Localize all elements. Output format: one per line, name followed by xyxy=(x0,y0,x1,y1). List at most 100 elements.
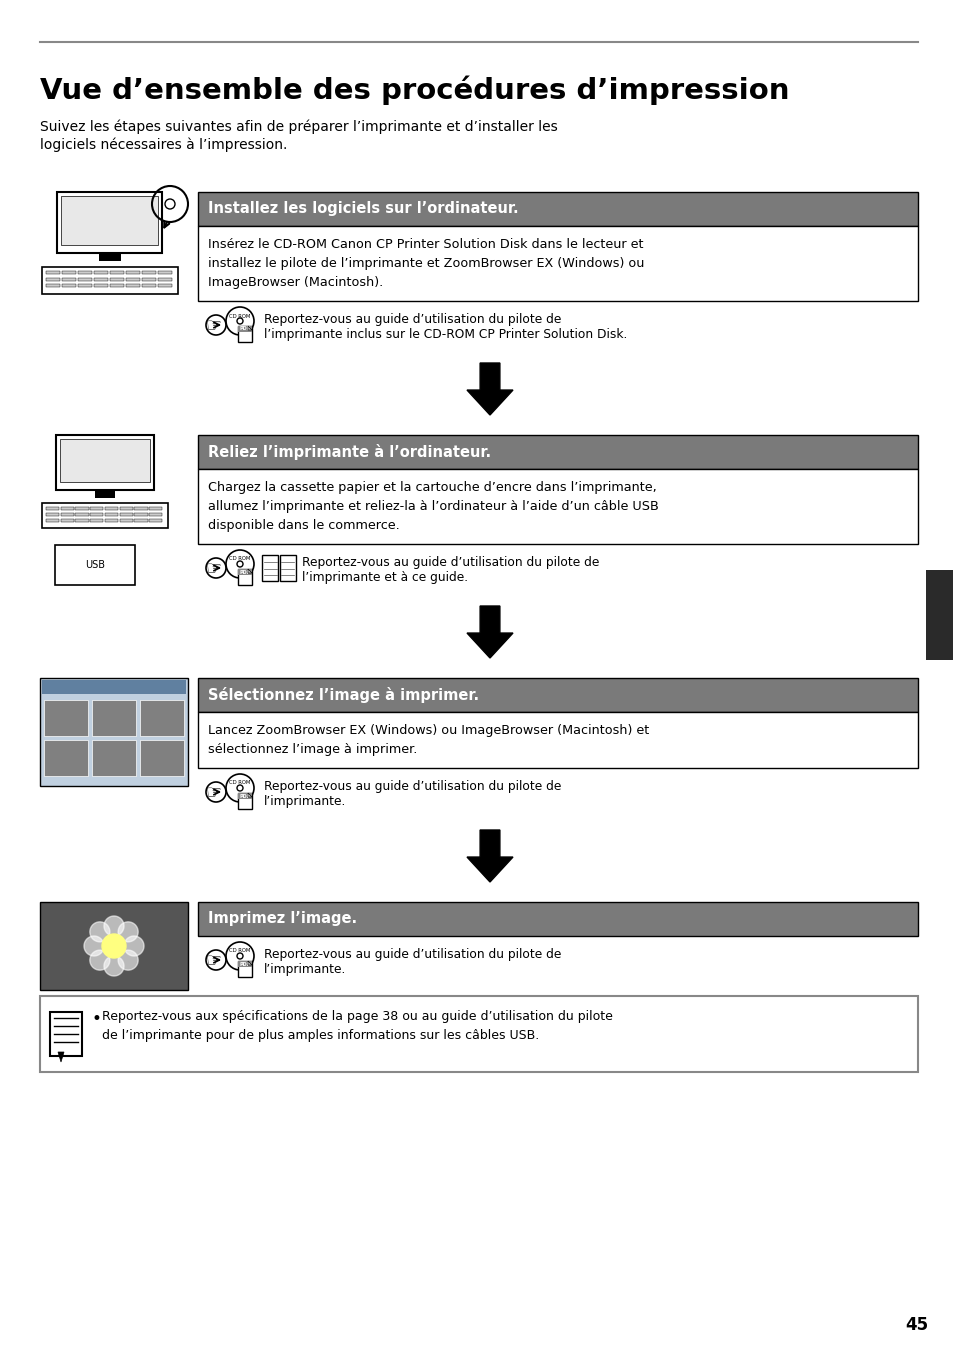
Text: CD ROM: CD ROM xyxy=(229,780,251,786)
Circle shape xyxy=(90,922,110,942)
FancyBboxPatch shape xyxy=(40,902,188,990)
FancyBboxPatch shape xyxy=(78,270,92,274)
Text: l’imprimante et à ce guide.: l’imprimante et à ce guide. xyxy=(302,571,468,584)
Text: PDF: PDF xyxy=(239,794,251,799)
Text: installez le pilote de l’imprimante et ZoomBrowser EX (Windows) ou: installez le pilote de l’imprimante et Z… xyxy=(208,257,643,270)
FancyBboxPatch shape xyxy=(91,700,136,735)
Text: PDF: PDF xyxy=(239,569,251,575)
FancyBboxPatch shape xyxy=(158,270,172,274)
Circle shape xyxy=(118,922,138,942)
FancyBboxPatch shape xyxy=(56,435,153,489)
Text: Reportez-vous au guide d’utilisation du pilote de: Reportez-vous au guide d’utilisation du … xyxy=(264,780,560,794)
FancyBboxPatch shape xyxy=(40,677,188,786)
FancyBboxPatch shape xyxy=(75,512,89,516)
Text: ☞: ☞ xyxy=(206,316,222,334)
FancyBboxPatch shape xyxy=(46,519,59,522)
FancyBboxPatch shape xyxy=(62,277,76,280)
FancyBboxPatch shape xyxy=(126,277,140,280)
Text: l’imprimante.: l’imprimante. xyxy=(264,963,346,976)
FancyBboxPatch shape xyxy=(46,284,60,287)
FancyBboxPatch shape xyxy=(198,902,917,936)
FancyBboxPatch shape xyxy=(46,512,59,516)
Text: ☞: ☞ xyxy=(206,558,222,577)
FancyBboxPatch shape xyxy=(198,192,917,226)
FancyBboxPatch shape xyxy=(62,270,76,274)
Text: 45: 45 xyxy=(904,1315,927,1334)
FancyBboxPatch shape xyxy=(158,277,172,280)
Polygon shape xyxy=(467,606,513,658)
FancyBboxPatch shape xyxy=(280,556,295,581)
FancyBboxPatch shape xyxy=(42,266,178,295)
Text: Reportez-vous au guide d’utilisation du pilote de: Reportez-vous au guide d’utilisation du … xyxy=(302,556,598,569)
Text: Vue d’ensemble des procédures d’impression: Vue d’ensemble des procédures d’impressi… xyxy=(40,76,789,104)
FancyBboxPatch shape xyxy=(42,503,168,529)
FancyBboxPatch shape xyxy=(61,507,73,510)
FancyBboxPatch shape xyxy=(198,226,917,301)
FancyBboxPatch shape xyxy=(120,507,132,510)
Text: Lancez ZoomBrowser EX (Windows) ou ImageBrowser (Macintosh) et: Lancez ZoomBrowser EX (Windows) ou Image… xyxy=(208,725,649,737)
Text: allumez l’imprimante et reliez-la à l’ordinateur à l’aide d’un câble USB: allumez l’imprimante et reliez-la à l’or… xyxy=(208,500,659,512)
Polygon shape xyxy=(248,794,252,796)
FancyBboxPatch shape xyxy=(91,507,103,510)
Text: l’imprimante inclus sur le CD-ROM CP Printer Solution Disk.: l’imprimante inclus sur le CD-ROM CP Pri… xyxy=(264,329,627,341)
FancyBboxPatch shape xyxy=(44,700,88,735)
Circle shape xyxy=(90,950,110,971)
FancyBboxPatch shape xyxy=(61,519,73,522)
Text: de l’imprimante pour de plus amples informations sur les câbles USB.: de l’imprimante pour de plus amples info… xyxy=(102,1029,538,1042)
Text: •: • xyxy=(91,1010,102,1028)
Text: logiciels nécessaires à l’impression.: logiciels nécessaires à l’impression. xyxy=(40,138,287,153)
Text: Reportez-vous aux spécifications de la page 38 ou au guide d’utilisation du pilo: Reportez-vous aux spécifications de la p… xyxy=(102,1010,612,1023)
Text: disponible dans le commerce.: disponible dans le commerce. xyxy=(208,519,399,531)
FancyBboxPatch shape xyxy=(198,435,917,469)
FancyBboxPatch shape xyxy=(50,1013,82,1056)
FancyBboxPatch shape xyxy=(42,680,186,694)
FancyBboxPatch shape xyxy=(262,556,277,581)
FancyBboxPatch shape xyxy=(149,512,162,516)
FancyBboxPatch shape xyxy=(61,512,73,516)
FancyBboxPatch shape xyxy=(110,277,124,280)
FancyBboxPatch shape xyxy=(91,519,103,522)
FancyBboxPatch shape xyxy=(40,996,917,1072)
FancyBboxPatch shape xyxy=(126,270,140,274)
Circle shape xyxy=(104,956,124,976)
FancyBboxPatch shape xyxy=(158,284,172,287)
Text: CD ROM: CD ROM xyxy=(229,949,251,953)
FancyBboxPatch shape xyxy=(134,507,148,510)
FancyBboxPatch shape xyxy=(99,253,121,261)
Text: Reportez-vous au guide d’utilisation du pilote de: Reportez-vous au guide d’utilisation du … xyxy=(264,948,560,961)
FancyBboxPatch shape xyxy=(110,284,124,287)
FancyBboxPatch shape xyxy=(46,507,59,510)
FancyBboxPatch shape xyxy=(237,326,252,342)
Circle shape xyxy=(118,950,138,971)
FancyBboxPatch shape xyxy=(105,519,118,522)
Text: l’imprimante.: l’imprimante. xyxy=(264,795,346,808)
FancyBboxPatch shape xyxy=(94,489,115,498)
FancyBboxPatch shape xyxy=(126,284,140,287)
FancyBboxPatch shape xyxy=(94,284,108,287)
Text: Installez les logiciels sur l’ordinateur.: Installez les logiciels sur l’ordinateur… xyxy=(208,201,518,216)
FancyBboxPatch shape xyxy=(140,700,184,735)
FancyBboxPatch shape xyxy=(198,469,917,544)
Text: Reliez l’imprimante à l’ordinateur.: Reliez l’imprimante à l’ordinateur. xyxy=(208,443,491,460)
FancyBboxPatch shape xyxy=(134,512,148,516)
FancyBboxPatch shape xyxy=(61,196,158,245)
FancyBboxPatch shape xyxy=(60,439,150,483)
FancyBboxPatch shape xyxy=(46,270,60,274)
Text: ImageBrowser (Macintosh).: ImageBrowser (Macintosh). xyxy=(208,276,383,289)
Text: Chargez la cassette papier et la cartouche d’encre dans l’imprimante,: Chargez la cassette papier et la cartouc… xyxy=(208,481,656,493)
Text: Suivez les étapes suivantes afin de préparer l’imprimante et d’installer les: Suivez les étapes suivantes afin de prép… xyxy=(40,120,558,134)
Text: Sélectionnez l’image à imprimer.: Sélectionnez l’image à imprimer. xyxy=(208,687,478,703)
FancyBboxPatch shape xyxy=(237,326,252,333)
FancyBboxPatch shape xyxy=(140,740,184,776)
FancyBboxPatch shape xyxy=(120,519,132,522)
FancyBboxPatch shape xyxy=(78,277,92,280)
Text: ☞: ☞ xyxy=(206,950,222,969)
Text: PDF: PDF xyxy=(239,961,251,967)
Text: Insérez le CD-ROM Canon CP Printer Solution Disk dans le lecteur et: Insérez le CD-ROM Canon CP Printer Solut… xyxy=(208,238,643,251)
Text: USB: USB xyxy=(85,560,105,571)
FancyBboxPatch shape xyxy=(925,571,953,660)
FancyBboxPatch shape xyxy=(44,740,88,776)
FancyBboxPatch shape xyxy=(105,512,118,516)
Circle shape xyxy=(102,934,126,959)
FancyBboxPatch shape xyxy=(198,677,917,713)
